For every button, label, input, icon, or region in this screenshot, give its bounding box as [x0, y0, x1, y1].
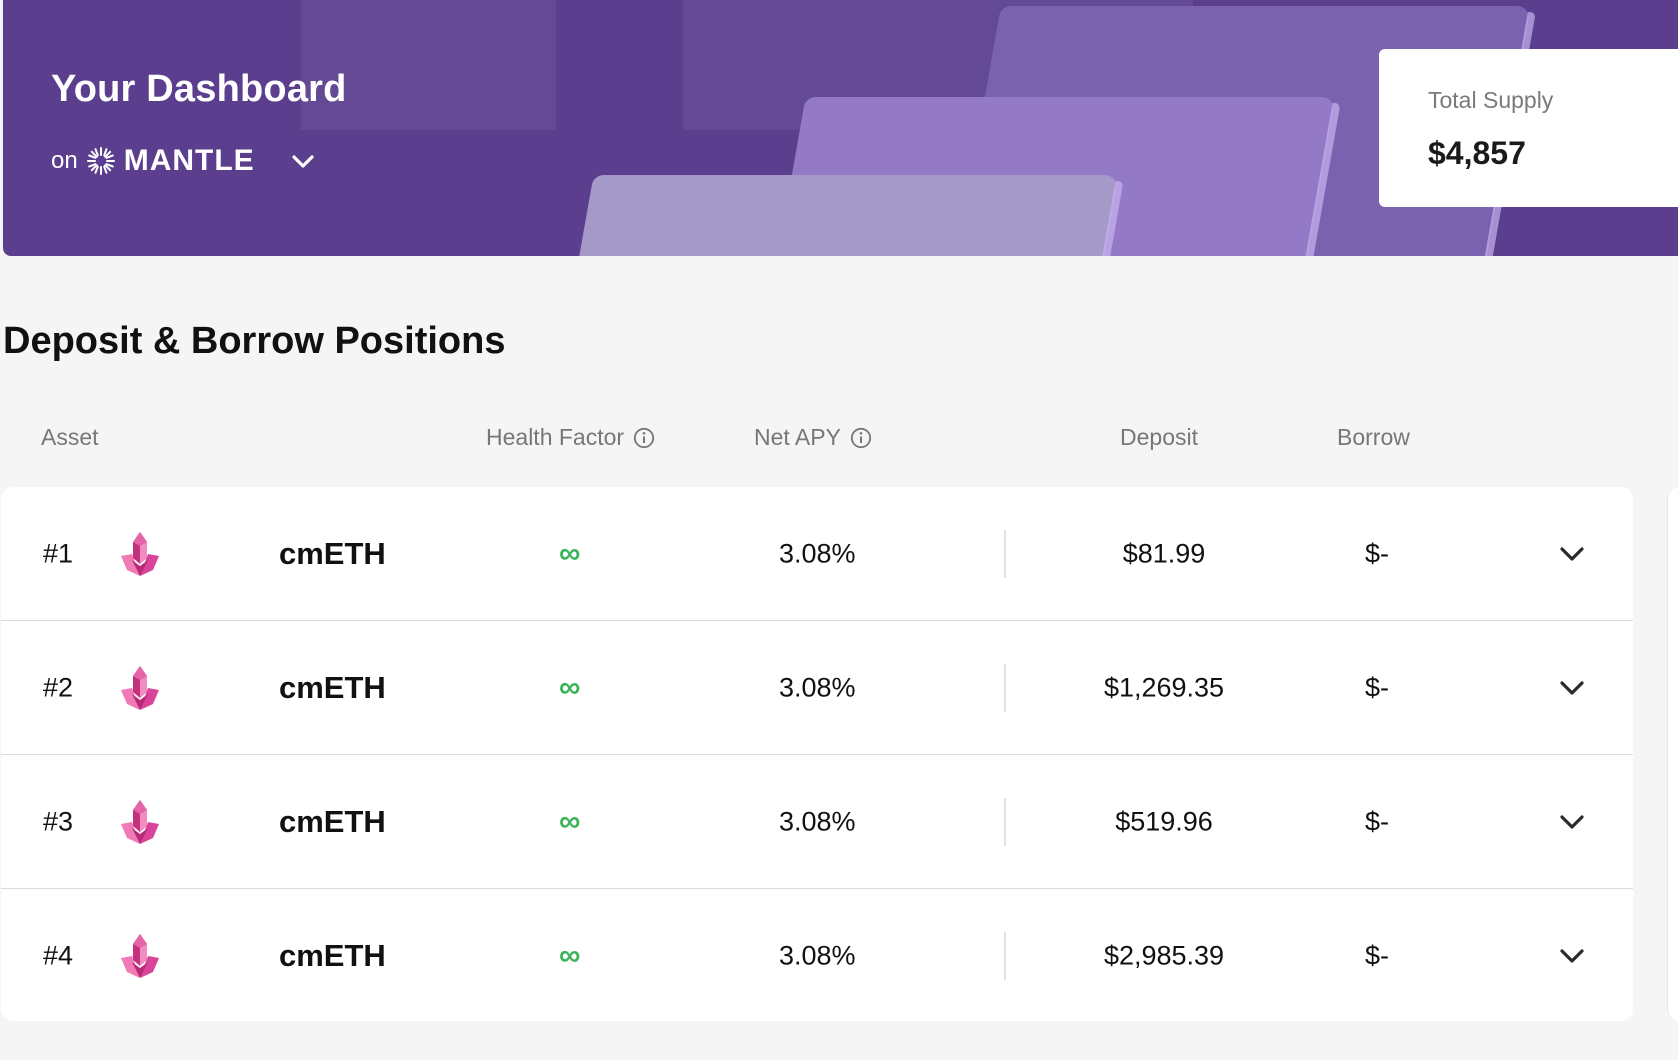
section-title: Deposit & Borrow Positions [3, 320, 506, 362]
net-apy-value: 3.08% [779, 672, 856, 702]
banner-decoration-tile [301, 0, 556, 130]
column-header-deposit: Deposit [1120, 424, 1198, 451]
chevron-down-icon[interactable] [1557, 941, 1587, 971]
health-factor-value: ∞ [559, 939, 581, 972]
health-factor-value: ∞ [559, 670, 581, 704]
health-factor-value: ∞ [559, 804, 581, 838]
total-supply-value: $4,857 [1428, 135, 1526, 171]
mantle-logo-icon [86, 147, 115, 175]
info-icon[interactable] [850, 427, 872, 449]
table-row[interactable]: #3 cmETH ∞ 3.08% $519.96 $- [1, 755, 1633, 889]
health-factor-value: ∞ [559, 536, 581, 570]
borrow-value: $- [1365, 538, 1390, 568]
column-header-net-apy: Net APY [754, 424, 872, 451]
chevron-down-icon[interactable] [1557, 807, 1587, 837]
row-rank: #2 [43, 672, 74, 702]
info-icon[interactable] [633, 427, 655, 449]
dashboard-banner: Your Dashboard on MANTLE Total Supply $4… [3, 0, 1678, 256]
table-row[interactable]: #2 cmETH ∞ 3.08% $1,269.35 $- [1, 621, 1633, 755]
column-header-label: Asset [41, 424, 99, 450]
row-rank: #3 [43, 806, 74, 836]
column-header-label: Deposit [1120, 424, 1198, 450]
row-rank: #1 [43, 538, 74, 568]
column-header-asset: Asset [41, 424, 99, 451]
cmeth-token-icon [121, 799, 159, 844]
deposit-value: $2,985.39 [1103, 940, 1225, 971]
network-selector[interactable]: on MANTLE [51, 144, 317, 178]
column-header-label: Health Factor [486, 424, 625, 450]
cmeth-token-icon [121, 934, 159, 978]
asset-name: cmETH [279, 669, 386, 705]
cmeth-token-icon [121, 531, 159, 576]
borrow-value: $- [1365, 806, 1390, 836]
net-apy-value: 3.08% [779, 940, 856, 971]
banner-decoration-slab [572, 175, 1119, 256]
column-header-label: Net APY [754, 424, 841, 450]
borrow-value: $- [1365, 672, 1390, 702]
deposit-value: $81.99 [1122, 538, 1206, 568]
table-row[interactable]: #1 cmETH ∞ 3.08% $81.99 $- [1, 487, 1633, 621]
row-rank: #4 [43, 940, 74, 971]
borrow-value: $- [1365, 940, 1390, 971]
page-title: Your Dashboard [51, 68, 347, 110]
positions-table: #1 cmETH ∞ 3.08% $81.99 $- #2 cmETH [1, 487, 1633, 1021]
chevron-down-icon[interactable] [1557, 539, 1587, 569]
column-header-label: Borrow [1337, 424, 1410, 450]
asset-name: cmETH [279, 803, 386, 839]
network-name: MANTLE [123, 144, 255, 177]
asset-name: cmETH [279, 535, 386, 571]
total-supply-label: Total Supply [1428, 87, 1554, 113]
asset-name: cmETH [279, 938, 386, 973]
column-header-health-factor: Health Factor [486, 424, 655, 451]
deposit-value: $1,269.35 [1103, 672, 1225, 702]
net-apy-value: 3.08% [779, 806, 856, 836]
chevron-down-icon[interactable] [1557, 673, 1587, 703]
column-divider [1004, 932, 1006, 980]
network-prefix: on [51, 147, 78, 174]
total-supply-card: Total Supply $4,857 [1379, 49, 1678, 207]
chevron-down-icon[interactable] [289, 147, 317, 175]
adjacent-card-edge [1667, 487, 1678, 1021]
cmeth-token-icon [121, 665, 159, 710]
deposit-value: $519.96 [1115, 806, 1213, 836]
table-row[interactable]: #4 cmETH ∞ 3.08% $2,985.39 $- [1, 889, 1633, 1023]
column-divider [1004, 663, 1006, 712]
column-divider [1004, 529, 1006, 578]
column-header-borrow: Borrow [1337, 424, 1410, 451]
net-apy-value: 3.08% [779, 538, 856, 568]
column-divider [1004, 797, 1006, 846]
